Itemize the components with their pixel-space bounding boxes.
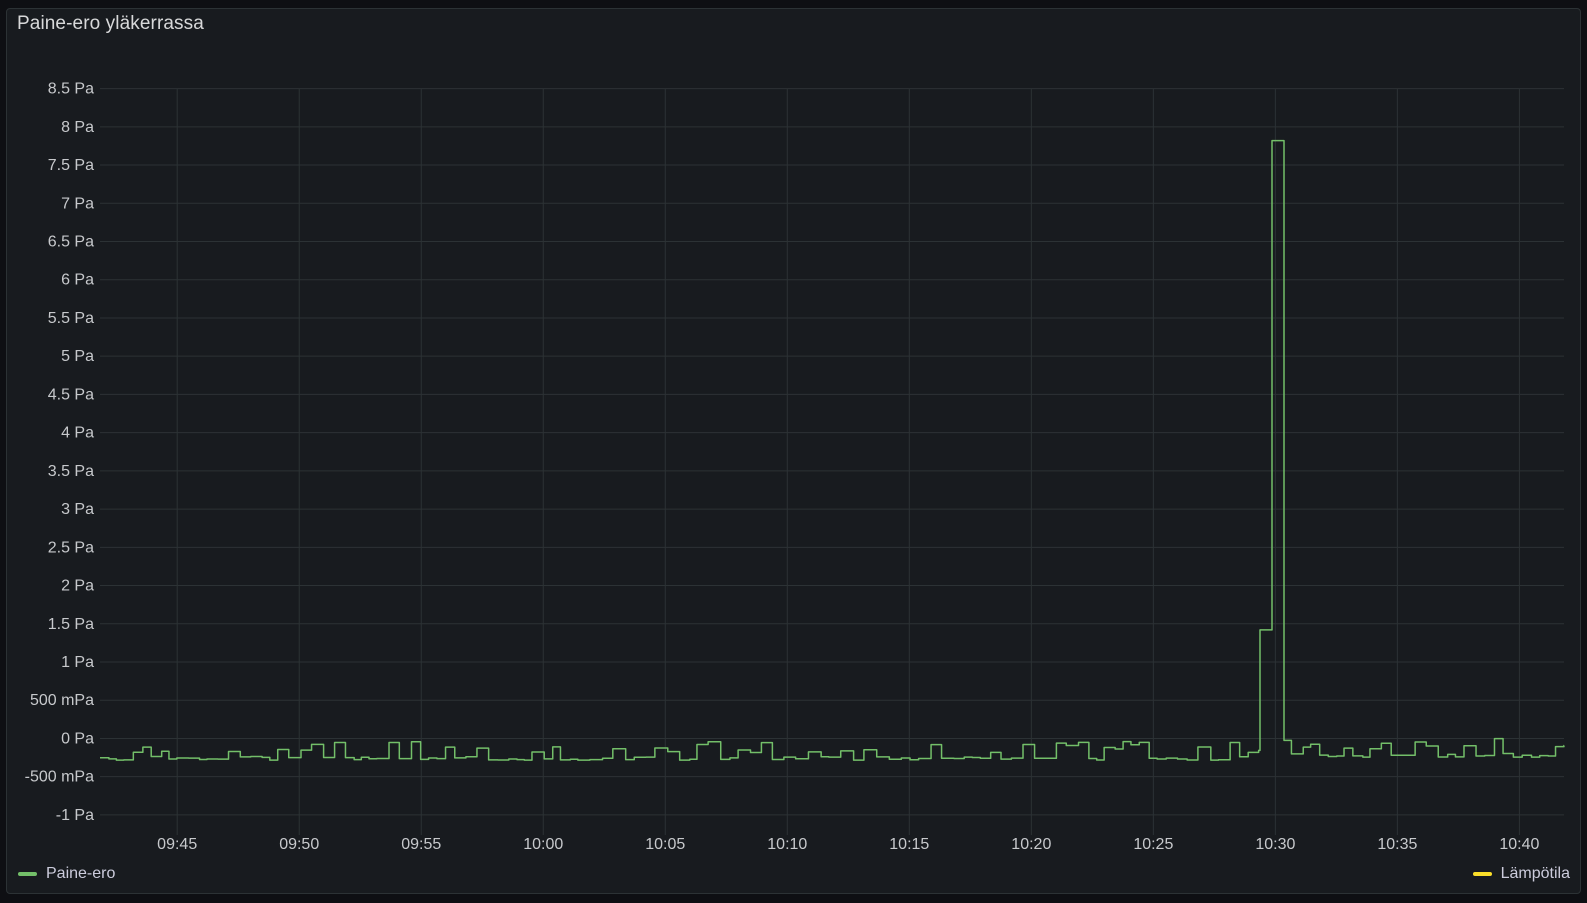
svg-text:1.5 Pa: 1.5 Pa <box>48 616 94 633</box>
svg-text:0 Pa: 0 Pa <box>61 730 94 747</box>
svg-text:4 Pa: 4 Pa <box>61 425 94 442</box>
svg-text:1 Pa: 1 Pa <box>61 654 94 671</box>
svg-text:7 Pa: 7 Pa <box>61 195 94 212</box>
svg-text:10:10: 10:10 <box>767 836 807 853</box>
svg-text:8.5 Pa: 8.5 Pa <box>48 81 94 98</box>
svg-text:5 Pa: 5 Pa <box>61 348 94 365</box>
svg-text:8 Pa: 8 Pa <box>61 119 94 136</box>
svg-text:5.5 Pa: 5.5 Pa <box>48 310 94 327</box>
svg-text:4.5 Pa: 4.5 Pa <box>48 386 94 403</box>
svg-text:09:55: 09:55 <box>401 836 441 853</box>
svg-text:-1 Pa: -1 Pa <box>56 807 94 824</box>
svg-text:10:05: 10:05 <box>645 836 685 853</box>
svg-text:10:20: 10:20 <box>1011 836 1051 853</box>
svg-text:2 Pa: 2 Pa <box>61 578 94 595</box>
svg-text:09:50: 09:50 <box>279 836 319 853</box>
svg-text:10:40: 10:40 <box>1499 836 1539 853</box>
svg-text:-500 mPa: -500 mPa <box>25 769 94 786</box>
svg-text:2.5 Pa: 2.5 Pa <box>48 539 94 556</box>
svg-text:6.5 Pa: 6.5 Pa <box>48 234 94 251</box>
svg-text:7.5 Pa: 7.5 Pa <box>48 157 94 174</box>
svg-text:10:25: 10:25 <box>1133 836 1173 853</box>
svg-text:09:45: 09:45 <box>157 836 197 853</box>
svg-text:6 Pa: 6 Pa <box>61 272 94 289</box>
svg-text:10:15: 10:15 <box>889 836 929 853</box>
svg-text:3.5 Pa: 3.5 Pa <box>48 463 94 480</box>
svg-text:500 mPa: 500 mPa <box>30 692 94 709</box>
svg-text:3 Pa: 3 Pa <box>61 501 94 518</box>
svg-text:10:35: 10:35 <box>1377 836 1417 853</box>
svg-text:10:00: 10:00 <box>523 836 563 853</box>
svg-text:10:30: 10:30 <box>1255 836 1295 853</box>
